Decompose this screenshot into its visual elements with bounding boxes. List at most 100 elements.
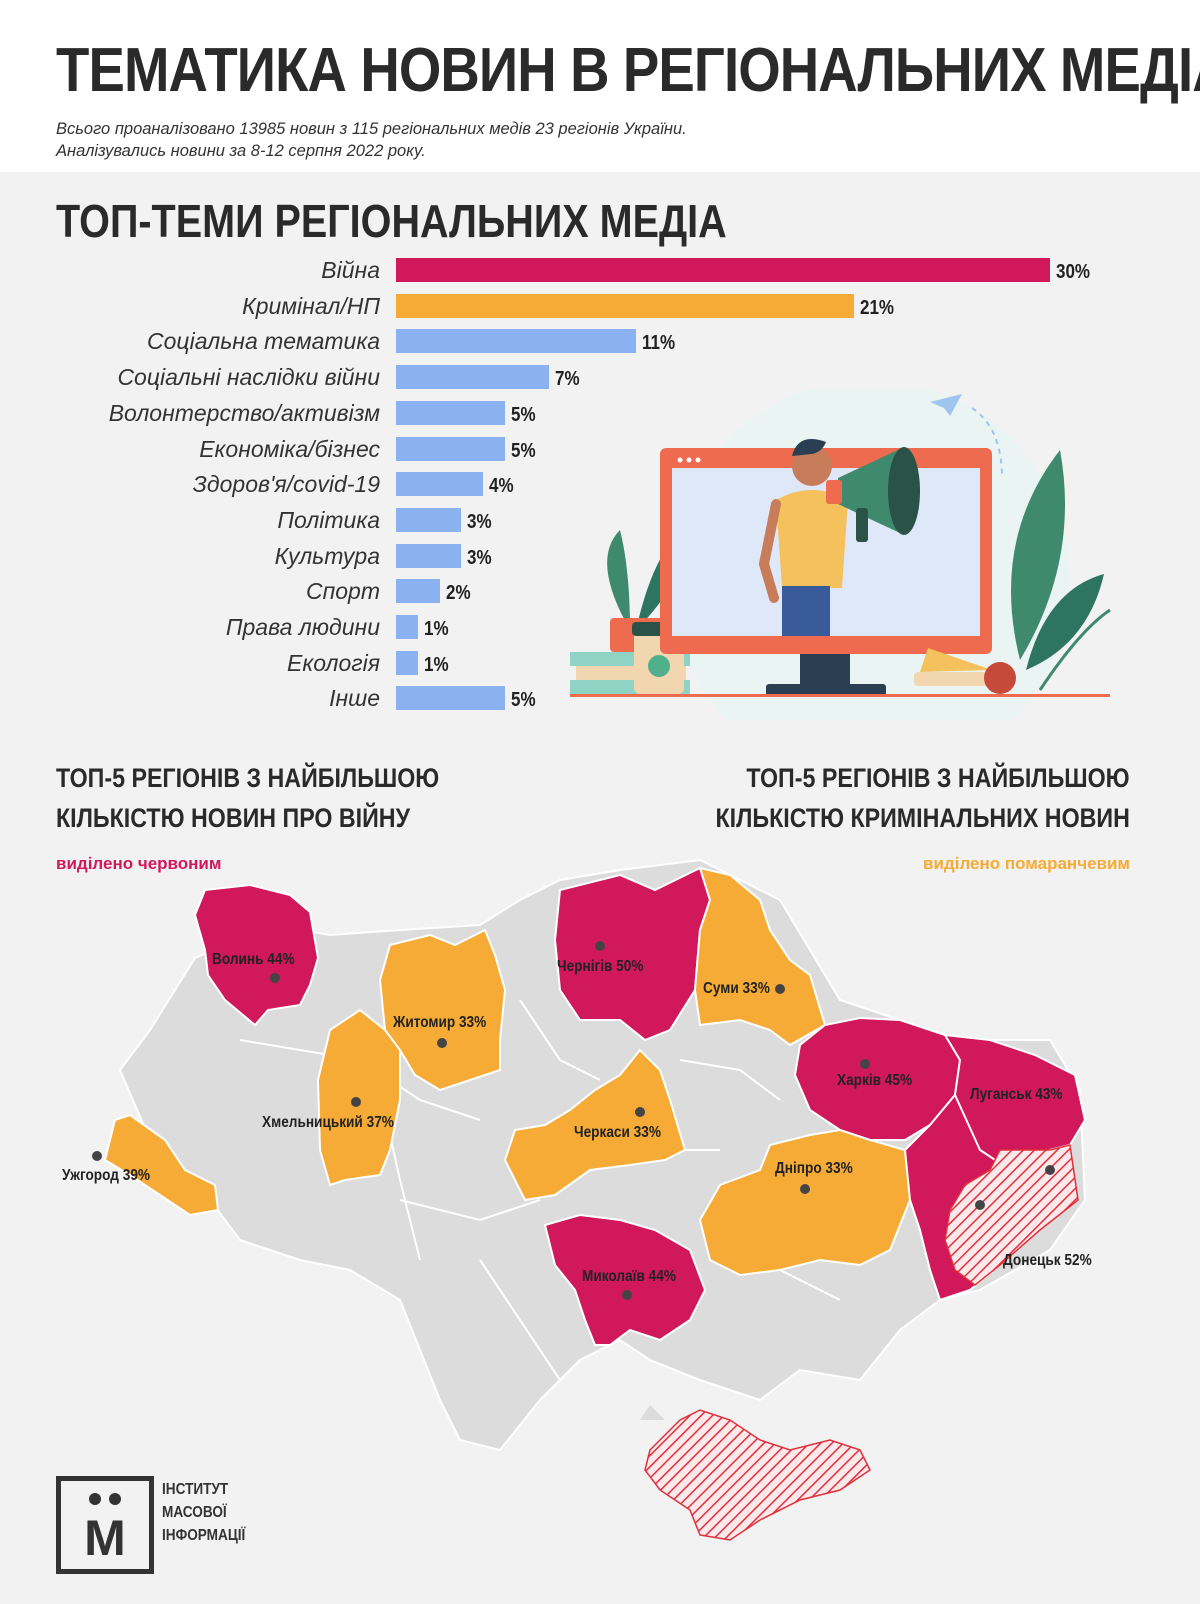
imi-logo-mark: М xyxy=(84,1493,126,1566)
dot-luhansk xyxy=(1045,1165,1055,1175)
bar-value-label: 30% xyxy=(1056,261,1091,283)
bar xyxy=(396,543,461,568)
megaphone-monitor-illustration xyxy=(570,390,1111,720)
paper-plane-icon xyxy=(930,394,962,416)
bar xyxy=(396,579,440,604)
bar-value-label: 7% xyxy=(555,368,580,391)
bar xyxy=(396,686,505,711)
bar-value-label: 21% xyxy=(860,296,895,319)
region-label-mykolaiv: Миколаїв 44% xyxy=(582,1268,676,1285)
stapler-icon xyxy=(914,648,992,686)
dot-khmelnytskyi xyxy=(351,1097,361,1107)
bar xyxy=(396,650,418,675)
region-mykolaiv xyxy=(543,1213,707,1346)
crime-section-title-1: ТОП-5 РЕГІОНІВ З НАЙБІЛЬШОЮ xyxy=(746,763,1130,793)
bar xyxy=(396,507,461,532)
region-dnipro xyxy=(698,1128,912,1277)
region-label-uzhhorod: Ужгород 39% xyxy=(62,1167,151,1184)
bar xyxy=(396,436,505,461)
region-label-dnipro: Дніпро 33% xyxy=(775,1160,853,1177)
bar xyxy=(396,400,505,425)
bar-label: Політика xyxy=(277,506,380,533)
bar-label: Соціальні наслідки війни xyxy=(117,364,380,391)
bar xyxy=(396,365,549,390)
region-volyn xyxy=(193,883,320,1027)
person-icon xyxy=(758,439,848,636)
bar-label: Культура xyxy=(274,542,380,569)
logo-line-1: ІНСТИТУТ xyxy=(162,1481,229,1498)
region-label-kharkiv: Харків 45% xyxy=(837,1072,913,1089)
region-uzhhorod xyxy=(103,1113,220,1217)
desk-line xyxy=(570,694,1110,697)
dot-volyn xyxy=(270,973,280,983)
bar-label: Права людини xyxy=(225,614,380,640)
region-label-sumy: Суми 33% xyxy=(703,980,770,997)
apple-icon xyxy=(984,662,1016,694)
region-donetsk-occupied xyxy=(944,1144,1079,1286)
bar xyxy=(396,293,854,318)
bar-value-label: 11% xyxy=(642,332,676,355)
bar-label: Екологія xyxy=(287,649,380,676)
bar-label: Економіка/бізнес xyxy=(199,435,380,462)
region-dots xyxy=(92,941,1055,1300)
bar-label: Здоров'я/covid-19 xyxy=(192,471,380,498)
logo-mark-letter: М xyxy=(84,1510,126,1566)
logo-line-3: ІНФОРМАЦІЇ xyxy=(162,1527,246,1544)
bar-label: Волонтерство/активізм xyxy=(108,399,380,426)
bar-value-label: 1% xyxy=(424,653,449,676)
header-band xyxy=(0,0,1200,172)
bar-value-label: 5% xyxy=(511,439,536,462)
dot-zhytomyr xyxy=(437,1038,447,1048)
bar-label: Інше xyxy=(329,685,380,712)
bar-value-label: 4% xyxy=(489,475,514,498)
bar-label: Соціальна тематика xyxy=(147,328,380,355)
subtitle-line-1: Всього проаналізовано 13985 новин з 115 … xyxy=(56,120,687,138)
dot-dnipro xyxy=(800,1184,810,1194)
bar-value-label: 2% xyxy=(446,582,471,605)
region-label-volyn: Волинь 44% xyxy=(212,951,295,968)
bar xyxy=(396,615,418,639)
bar xyxy=(396,329,636,354)
crime-section-title-2: КІЛЬКІСТЮ КРИМІНАЛЬНИХ НОВИН xyxy=(715,803,1130,833)
region-chernihiv xyxy=(553,866,712,1042)
region-crimea xyxy=(644,1409,871,1541)
dot-sumy xyxy=(775,984,785,994)
megaphone-icon xyxy=(826,447,920,542)
region-label-chernihiv: Чернігів 50% xyxy=(557,958,644,975)
region-label-donetsk: Донецьк 52% xyxy=(1003,1252,1092,1269)
region-cherkasy xyxy=(503,1048,687,1202)
imi-logo-text: ІНСТИТУТ МАСОВОЇ ІНФОРМАЦІЇ xyxy=(162,1478,260,1547)
crime-section-note: виділено помаранчевим xyxy=(923,854,1130,873)
dot-uzhhorod xyxy=(92,1151,102,1161)
bar xyxy=(396,258,1050,282)
subtitle-line-2: Аналізувались новини за 8-12 серпня 2022… xyxy=(56,142,426,160)
bar-value-label: 5% xyxy=(511,689,536,712)
bar-chart: Війна 30% Кримінал/НП 21% Соціальна тематика… xyxy=(0,258,1200,718)
region-sumy xyxy=(693,866,827,1047)
dot-kharkiv xyxy=(860,1059,870,1069)
bar-chart-title: ТОП-ТЕМИ РЕГІОНАЛЬНИХ МЕДІА xyxy=(56,195,727,247)
dot-donetsk xyxy=(975,1200,985,1210)
dot-chernihiv xyxy=(595,941,605,951)
region-label-zhytomyr: Житомир 33% xyxy=(393,1014,487,1031)
region-label-khmelnytskyi: Хмельницький 37% xyxy=(262,1114,394,1131)
dot-mykolaiv xyxy=(622,1290,632,1300)
right-plant-icon xyxy=(1011,450,1111,691)
bar-label: Війна xyxy=(321,257,380,283)
bar xyxy=(396,472,483,497)
war-section-note: виділено червоним xyxy=(56,854,222,873)
bar-value-label: 3% xyxy=(467,546,492,569)
page-title: ТЕМАТИКА НОВИН В РЕГІОНАЛЬНИХ МЕДІА xyxy=(56,36,1200,105)
bar-value-label: 5% xyxy=(511,403,536,426)
bar-label: Кримінал/НП xyxy=(242,292,380,319)
war-section-title-2: КІЛЬКІСТЮ НОВИН ПРО ВІЙНУ xyxy=(56,803,411,833)
war-section-title-1: ТОП-5 РЕГІОНІВ З НАЙБІЛЬШОЮ xyxy=(56,763,440,793)
logo-line-2: МАСОВОЇ xyxy=(162,1504,227,1521)
bar-value-label: 3% xyxy=(467,510,492,533)
region-label-luhansk: Луганськ 43% xyxy=(970,1086,1063,1103)
imi-logo: М xyxy=(56,1476,154,1574)
region-khmelnytskyi xyxy=(316,1008,401,1187)
dot-cherkasy xyxy=(635,1107,645,1117)
bar-value-label: 1% xyxy=(424,618,449,640)
